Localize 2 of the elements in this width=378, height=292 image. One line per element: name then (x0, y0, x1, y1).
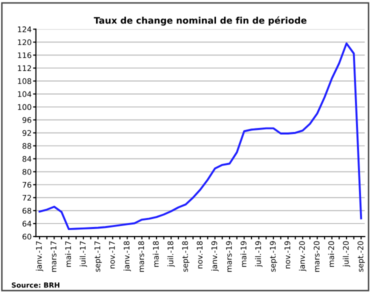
line-series (38, 42, 362, 230)
chart-title: Taux de change nominal de fin de période (94, 16, 306, 26)
